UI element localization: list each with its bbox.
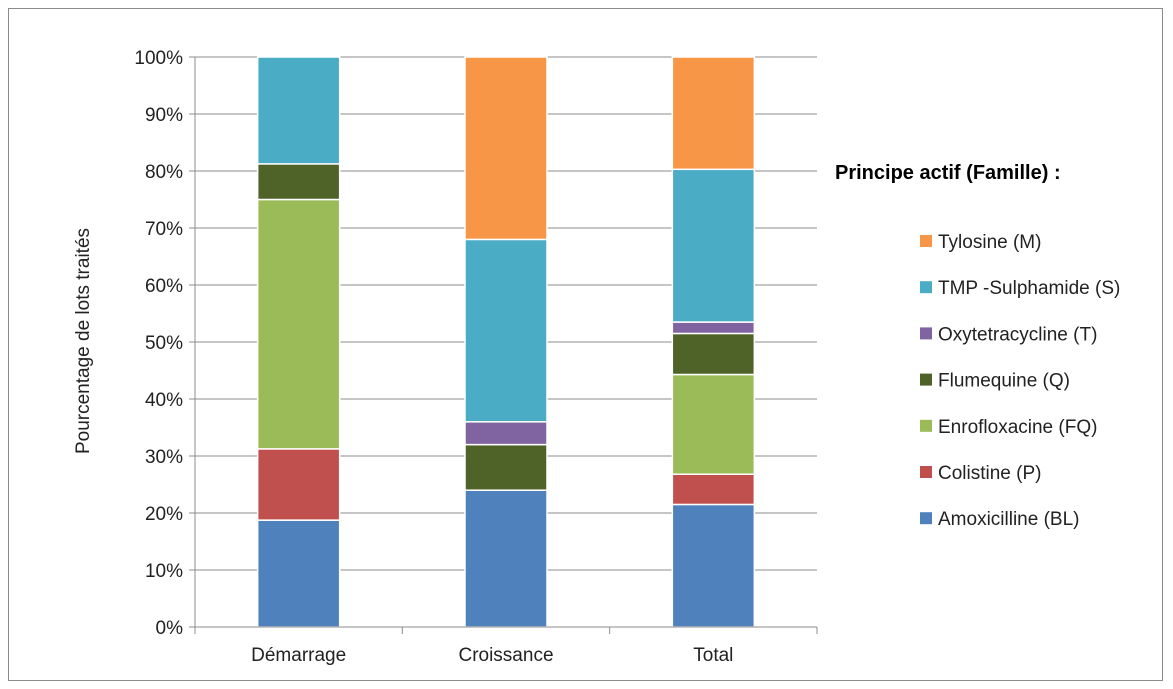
bar-segment xyxy=(256,198,341,450)
y-tick-label: 100% xyxy=(134,48,183,69)
bar-segment xyxy=(464,489,548,628)
bar-segment xyxy=(256,163,341,201)
y-tick-label: 80% xyxy=(145,162,183,183)
legend-item: Amoxicilline (BL) xyxy=(920,509,1079,530)
legend-swatch xyxy=(920,373,932,386)
legend-swatch xyxy=(920,281,932,294)
y-tick-label: 30% xyxy=(145,447,183,468)
legend-swatch xyxy=(920,327,932,340)
bars xyxy=(256,56,756,628)
chart-frame: 0% 10% 20% 30% 40% 50% 60% 70% 80% 90% 100% Démarra… xyxy=(8,8,1163,681)
x-tick-label: Croissance xyxy=(458,645,553,666)
bar-segment xyxy=(671,321,756,335)
axes: 0% 10% 20% 30% 40% 50% 60% 70% 80% 90% 100% Démarra… xyxy=(134,48,818,666)
legend-title: Principe actif (Famille) : xyxy=(835,162,1061,184)
bar-segment xyxy=(256,56,341,165)
y-tick-label: 0% xyxy=(156,618,184,639)
y-tick-label: 90% xyxy=(145,105,183,126)
bar-segment xyxy=(256,519,341,628)
legend-swatch xyxy=(920,466,932,478)
legend-item: Oxytetracycline (T) xyxy=(920,324,1097,345)
legend-item: Flumequine (Q) xyxy=(920,371,1070,392)
y-tick-label: 10% xyxy=(145,561,183,582)
legend-swatch xyxy=(920,512,932,525)
bar-segment xyxy=(464,56,548,241)
bar-segment xyxy=(464,421,548,446)
x-tick-label: Total xyxy=(693,645,733,666)
legend: Tylosine (M) TMP -Sulphamide (S) Oxytetrac… xyxy=(920,232,1120,530)
bar-segment xyxy=(671,373,756,475)
legend-label: Flumequine (Q) xyxy=(938,371,1070,392)
legend-item: Tylosine (M) xyxy=(920,232,1041,253)
bar-segment xyxy=(464,238,548,423)
bar-segment xyxy=(671,56,756,171)
legend-swatch xyxy=(920,419,932,432)
bar-segment xyxy=(671,168,756,323)
bar-segment xyxy=(464,443,548,491)
y-axis-title: Pourcentage de lots traités xyxy=(73,228,94,454)
legend-label: Enrofloxacine (FQ) xyxy=(938,417,1097,438)
legend-label: TMP -Sulphamide (S) xyxy=(938,278,1120,299)
legend-item: Enrofloxacine (FQ) xyxy=(920,417,1097,438)
bar-segment xyxy=(671,332,756,376)
legend-item: TMP -Sulphamide (S) xyxy=(920,278,1120,299)
legend-label: Tylosine (M) xyxy=(938,232,1041,253)
y-tick-label: 60% xyxy=(145,276,183,297)
y-tick-label: 20% xyxy=(145,504,183,525)
legend-label: Amoxicilline (BL) xyxy=(938,509,1079,530)
bar-segment xyxy=(671,503,756,628)
legend-label: Colistine (P) xyxy=(938,463,1041,484)
bar-segment xyxy=(256,448,341,521)
stacked-bar-chart: 0% 10% 20% 30% 40% 50% 60% 70% 80% 90% 100% Démarra… xyxy=(73,48,1120,666)
legend-swatch xyxy=(920,235,932,247)
legend-item: Colistine (P) xyxy=(920,463,1041,484)
bar-segment xyxy=(671,473,756,506)
y-tick-label: 70% xyxy=(145,219,183,240)
x-tick-label: Démarrage xyxy=(251,645,346,666)
y-tick-label: 50% xyxy=(145,333,183,354)
y-tick-label: 40% xyxy=(145,390,183,411)
legend-label: Oxytetracycline (T) xyxy=(938,324,1097,345)
